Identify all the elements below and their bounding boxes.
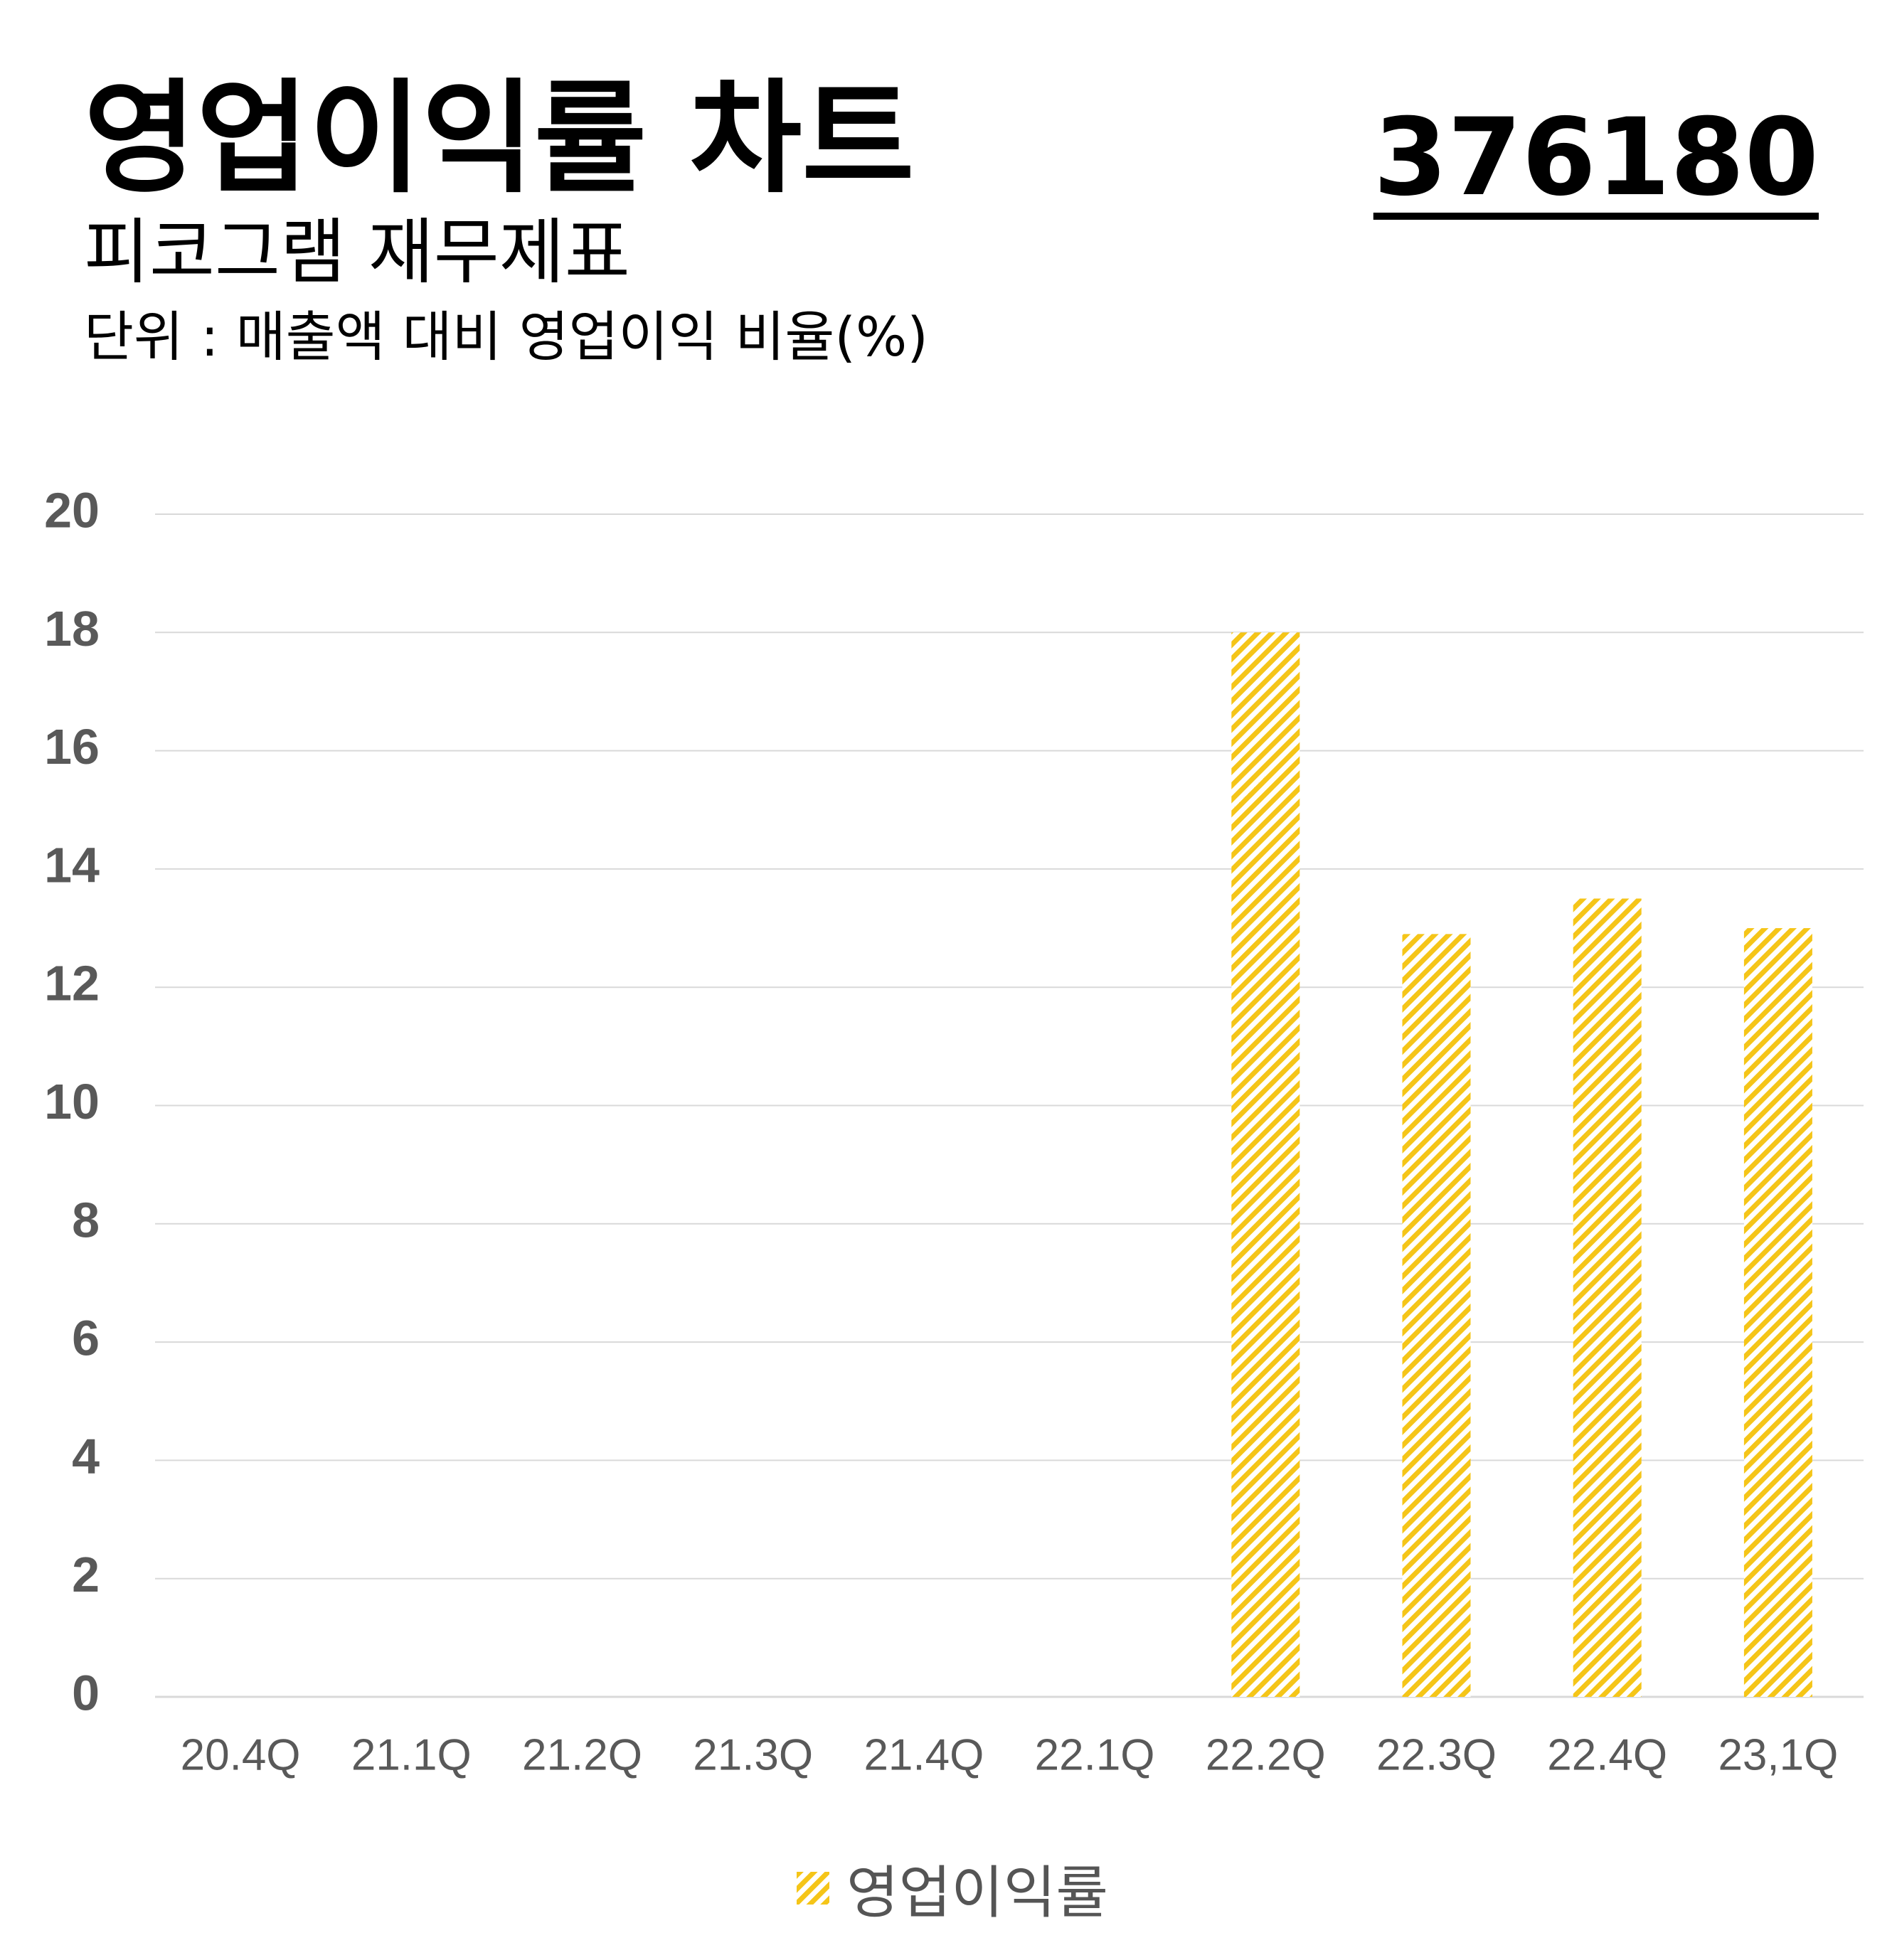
x-tick-label: 22.2Q	[1206, 1730, 1326, 1779]
y-tick-label: 14	[44, 837, 100, 893]
y-tick-label: 0	[72, 1665, 100, 1720]
y-axis-ticks: 0 2 4 6 8 10 12 14 16 18 20	[44, 482, 100, 1720]
x-tick-label: 22.4Q	[1547, 1730, 1667, 1779]
x-axis-ticks: 20.4Q 21.1Q 21.2Q 21.3Q 21.4Q 22.1Q 22.2Q 22.3Q…	[181, 1730, 1839, 1779]
bar-22.4Q	[1573, 898, 1642, 1697]
y-tick-label: 20	[44, 482, 100, 538]
x-tick-label: 21.3Q	[693, 1730, 813, 1779]
y-tick-label: 16	[44, 719, 100, 774]
x-tick-label: 21.2Q	[522, 1730, 642, 1779]
chart-subtitle: 피코그램 재무제표	[84, 211, 630, 294]
bars	[1231, 632, 1812, 1697]
y-tick-label: 6	[72, 1311, 100, 1366]
stock-code: 376180	[1373, 96, 1819, 220]
y-tick-label: 2	[72, 1547, 100, 1602]
legend-swatch	[797, 1872, 829, 1905]
x-tick-label: 21.4Q	[864, 1730, 984, 1779]
x-tick-label: 22.3Q	[1376, 1730, 1497, 1779]
bar-23,1Q	[1743, 928, 1812, 1697]
y-tick-label: 8	[72, 1192, 100, 1247]
y-tick-label: 12	[44, 956, 100, 1011]
y-tick-label: 18	[44, 601, 100, 656]
x-tick-label: 22.1Q	[1035, 1730, 1155, 1779]
x-tick-label: 20.4Q	[181, 1730, 301, 1779]
unit-label: 단위 : 매출액 대비 영업이익 비율(%)	[84, 305, 928, 368]
y-tick-label: 4	[72, 1429, 100, 1484]
legend-label: 영업이익률	[846, 1860, 1108, 1926]
chart-title: 영업이익률 차트	[84, 67, 915, 210]
y-tick-label: 10	[44, 1074, 100, 1129]
legend: 영업이익률	[797, 1849, 1108, 1927]
bar-22.3Q	[1402, 934, 1471, 1697]
x-tick-label: 23,1Q	[1718, 1730, 1838, 1779]
x-tick-label: 21.1Q	[351, 1730, 472, 1779]
bar-22.2Q	[1231, 632, 1300, 1697]
